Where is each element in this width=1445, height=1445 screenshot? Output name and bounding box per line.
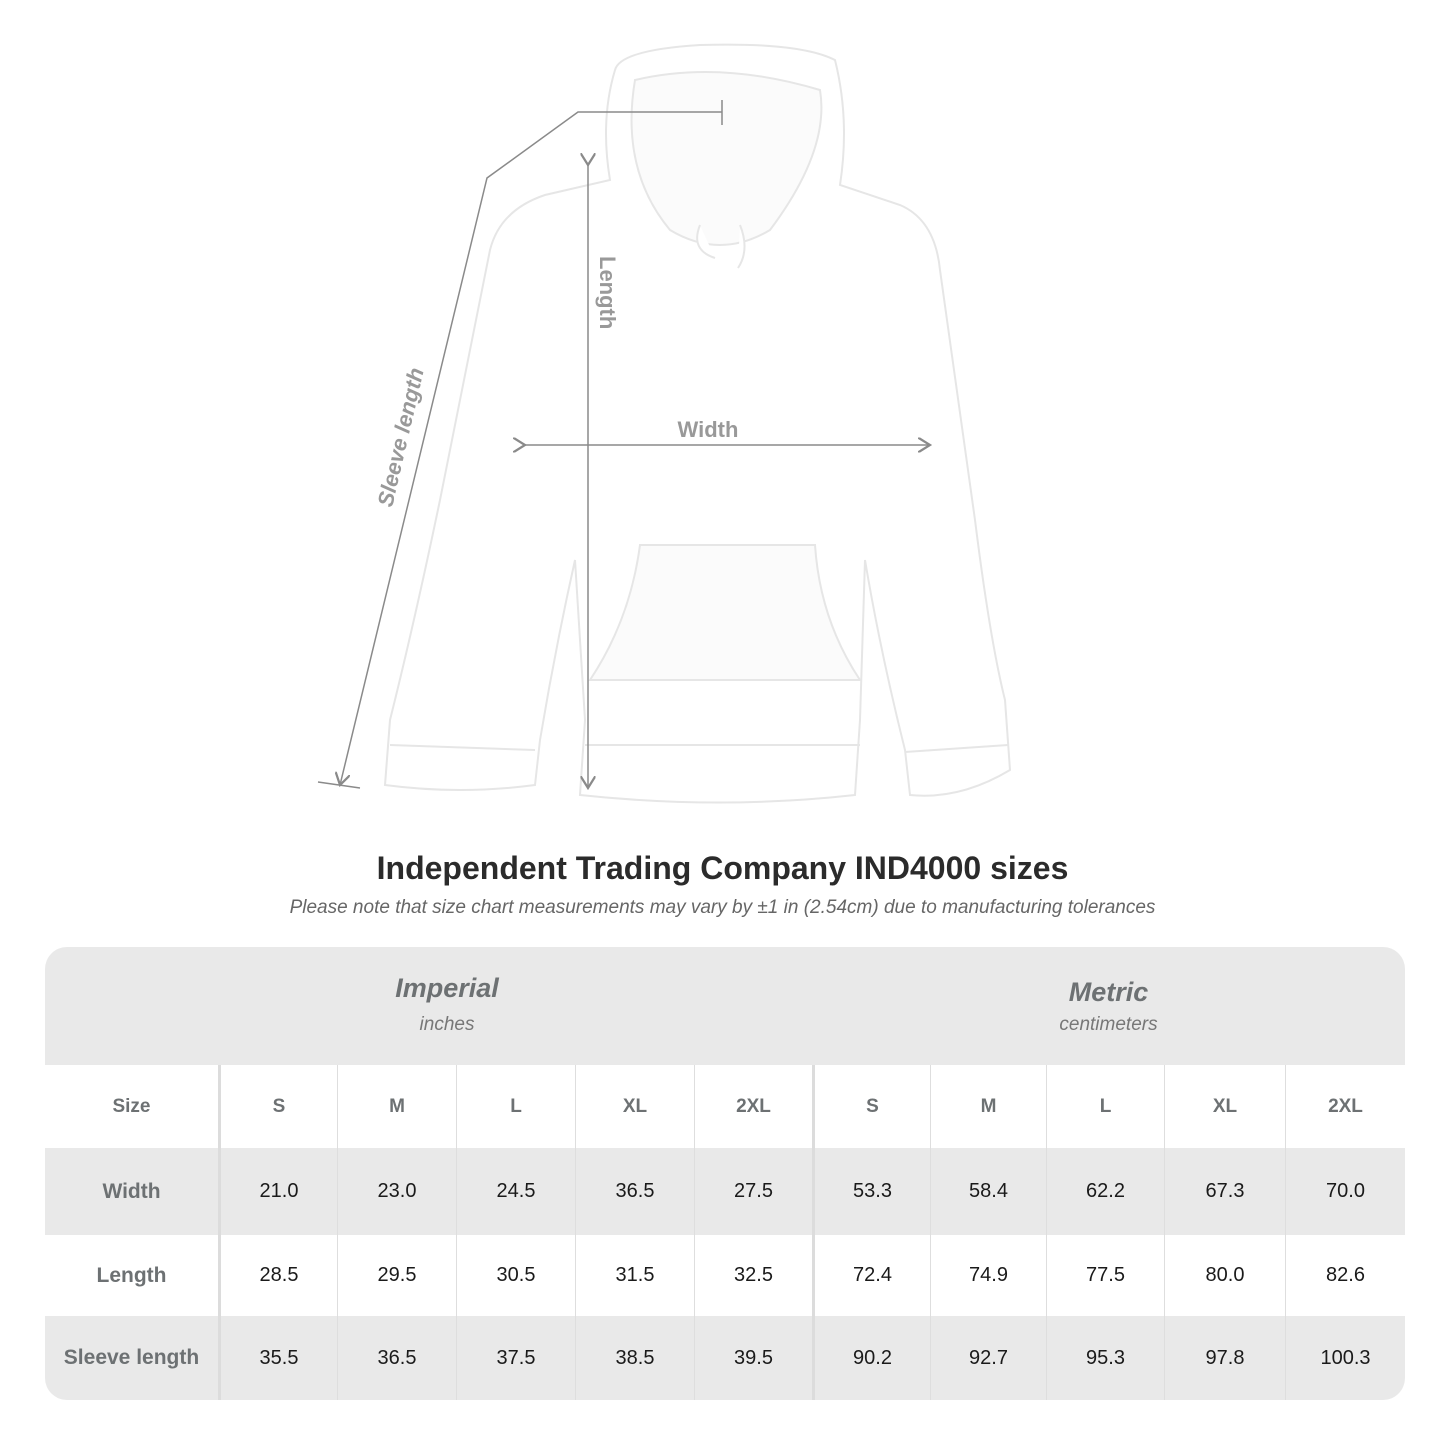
imperial-value: 37.5	[456, 1316, 575, 1400]
imperial-value: 39.5	[694, 1316, 812, 1400]
imperial-value: 24.5	[456, 1148, 575, 1235]
imperial-header: Imperial inches	[218, 973, 676, 1036]
imperial-value: 28.5	[218, 1235, 337, 1316]
size-metric: M	[930, 1065, 1046, 1148]
table-row: Sleeve length 35.5 36.5 37.5 38.5 39.5 90.2 92.…	[45, 1316, 1405, 1400]
size-imperial: M	[337, 1065, 456, 1148]
table-row: Length 28.5 29.5 30.5 31.5 32.5 72.4 74.9 77.5 80…	[45, 1235, 1405, 1316]
size-label: Size	[112, 1095, 151, 1117]
imperial-value: 27.5	[694, 1148, 812, 1235]
imperial-value: 36.5	[337, 1316, 456, 1400]
imperial-value: 36.5	[575, 1148, 694, 1235]
size-imperial: S	[218, 1065, 337, 1148]
imperial-title: Imperial	[395, 973, 499, 1003]
metric-value: 90.2	[812, 1316, 930, 1400]
imperial-value: 30.5	[456, 1235, 575, 1316]
size-metric: L	[1046, 1065, 1164, 1148]
metric-value: 92.7	[930, 1316, 1046, 1400]
imperial-value: 31.5	[575, 1235, 694, 1316]
imperial-value: 21.0	[218, 1148, 337, 1235]
metric-unit: centimeters	[1059, 1014, 1158, 1035]
metric-value: 100.3	[1285, 1316, 1405, 1400]
size-imperial: XL	[575, 1065, 694, 1148]
row-label: Length	[96, 1263, 167, 1287]
metric-value: 70.0	[1285, 1148, 1405, 1235]
imperial-value: 23.0	[337, 1148, 456, 1235]
width-label: Width	[678, 417, 739, 442]
metric-value: 67.3	[1164, 1148, 1285, 1235]
imperial-value: 32.5	[694, 1235, 812, 1316]
metric-title: Metric	[1068, 977, 1149, 1007]
size-table: Imperial inches Metric centimeters Size …	[45, 947, 1405, 1400]
size-metric: XL	[1164, 1065, 1285, 1148]
metric-value: 82.6	[1285, 1235, 1405, 1316]
tolerance-note: Please note that size chart measurements…	[289, 897, 1156, 918]
size-imperial: L	[456, 1065, 575, 1148]
imperial-value: 29.5	[337, 1235, 456, 1316]
table-row: Width 21.0 23.0 24.5 36.5 27.5 53.3 58.4 62.2 67.…	[45, 1148, 1405, 1235]
metric-value: 95.3	[1046, 1316, 1164, 1400]
page-title: Independent Trading Company IND4000 size…	[376, 850, 1069, 886]
metric-value: 80.0	[1164, 1235, 1285, 1316]
table-header: Imperial inches Metric centimeters	[45, 947, 1405, 1065]
metric-value: 58.4	[930, 1148, 1046, 1235]
imperial-value: 38.5	[575, 1316, 694, 1400]
metric-value: 97.8	[1164, 1316, 1285, 1400]
imperial-unit: inches	[419, 1014, 475, 1035]
sleeve-arrow	[340, 111, 722, 785]
metric-value: 62.2	[1046, 1148, 1164, 1235]
hoodie-diagram: Length Width Sleeve length	[317, 43, 1012, 804]
metric-value: 53.3	[812, 1148, 930, 1235]
sleeve-length-label: Sleeve length	[373, 365, 429, 509]
metric-value: 77.5	[1046, 1235, 1164, 1316]
row-label: Sleeve length	[63, 1346, 200, 1369]
row-label: Width	[102, 1179, 161, 1203]
size-row: Size S M L XL 2XL S M L XL 2XL	[45, 1065, 1405, 1148]
metric-value: 74.9	[930, 1235, 1046, 1316]
hoodie-illustration	[383, 43, 1012, 804]
metric-value: 72.4	[812, 1235, 930, 1316]
length-label: Length	[595, 256, 620, 329]
size-imperial: 2XL	[694, 1065, 812, 1148]
metric-header: Metric centimeters	[812, 977, 1405, 1036]
imperial-value: 35.5	[218, 1316, 337, 1400]
size-metric: S	[812, 1065, 930, 1148]
size-metric: 2XL	[1285, 1065, 1405, 1148]
